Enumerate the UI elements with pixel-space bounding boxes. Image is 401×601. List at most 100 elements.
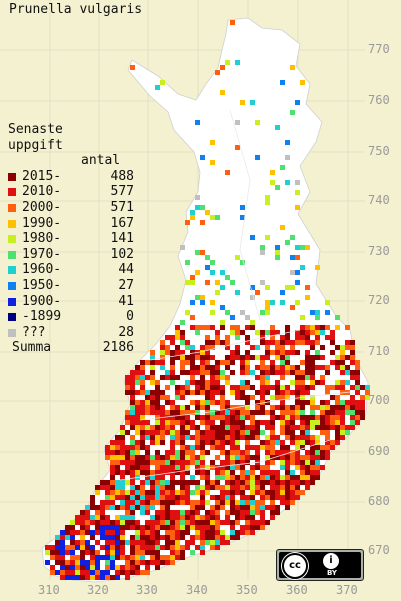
observation-square — [295, 450, 300, 455]
observation-square — [125, 465, 130, 470]
observation-square — [270, 515, 275, 520]
observation-square — [315, 350, 320, 355]
observation-square — [140, 570, 145, 575]
observation-square — [140, 365, 145, 370]
x-tick-label: 370 — [336, 583, 358, 597]
observation-square — [285, 505, 290, 510]
observation-square — [275, 370, 280, 375]
observation-square — [285, 415, 290, 420]
observation-square — [235, 430, 240, 435]
observation-square — [205, 335, 210, 340]
observation-square — [280, 375, 285, 380]
observation-square — [255, 475, 260, 480]
observation-square — [180, 350, 185, 355]
observation-square — [110, 500, 115, 505]
observation-square — [345, 400, 350, 405]
legend-row: 1960- 44 — [8, 262, 134, 278]
observation-square — [120, 540, 125, 545]
observation-square — [220, 435, 225, 440]
observation-square — [135, 465, 140, 470]
observation-square — [120, 505, 125, 510]
observation-square — [235, 335, 240, 340]
observation-square — [205, 350, 210, 355]
observation-square — [260, 465, 265, 470]
observation-square — [230, 535, 235, 540]
observation-square — [200, 445, 205, 450]
observation-square — [290, 500, 295, 505]
cc-by-license-badge[interactable]: cc i BY — [276, 549, 364, 581]
observation-square — [140, 380, 145, 385]
observation-square — [245, 455, 250, 460]
observation-square — [195, 385, 200, 390]
observation-square — [130, 395, 135, 400]
observation-square — [200, 375, 205, 380]
observation-square — [230, 425, 235, 430]
legend-label: 1960- — [22, 262, 62, 278]
observation-square — [195, 270, 200, 275]
observation-square — [225, 170, 230, 175]
observation-square — [260, 310, 265, 315]
by-label: BY — [326, 569, 338, 577]
observation-square — [195, 380, 200, 385]
observation-square — [120, 470, 125, 475]
observation-square — [200, 350, 205, 355]
observation-square — [350, 375, 355, 380]
legend-row: ??? 28 — [8, 325, 134, 341]
observation-square — [215, 70, 220, 75]
observation-square — [100, 515, 105, 520]
observation-square — [275, 505, 280, 510]
observation-square — [280, 385, 285, 390]
observation-square — [135, 370, 140, 375]
observation-square — [170, 400, 175, 405]
legend-row: 2010- 577 — [8, 184, 134, 200]
observation-square — [130, 505, 135, 510]
observation-square — [205, 210, 210, 215]
observation-square — [230, 20, 235, 25]
observation-square — [190, 380, 195, 385]
observation-square — [135, 460, 140, 465]
observation-square — [195, 535, 200, 540]
observation-square — [75, 560, 80, 565]
observation-square — [195, 480, 200, 485]
observation-square — [215, 290, 220, 295]
observation-square — [160, 465, 165, 470]
observation-square — [215, 535, 220, 540]
legend-swatch — [8, 250, 16, 259]
observation-square — [310, 420, 315, 425]
observation-square — [270, 350, 275, 355]
observation-square — [315, 440, 320, 445]
observation-square — [190, 420, 195, 425]
observation-square — [130, 405, 135, 410]
observation-square — [290, 415, 295, 420]
observation-square — [145, 360, 150, 365]
observation-square — [140, 415, 145, 420]
observation-square — [265, 505, 270, 510]
observation-square — [265, 285, 270, 290]
observation-square — [140, 385, 145, 390]
observation-square — [235, 355, 240, 360]
observation-square — [290, 345, 295, 350]
observation-square — [145, 475, 150, 480]
observation-square — [90, 520, 95, 525]
observation-square — [180, 535, 185, 540]
observation-square — [210, 365, 215, 370]
observation-square — [175, 325, 180, 330]
observation-square — [275, 485, 280, 490]
observation-square — [250, 510, 255, 515]
observation-square — [205, 415, 210, 420]
observation-square — [150, 485, 155, 490]
observation-square — [305, 415, 310, 420]
observation-square — [250, 485, 255, 490]
observation-square — [285, 475, 290, 480]
observation-square — [275, 470, 280, 475]
observation-square — [185, 340, 190, 345]
observation-square — [65, 535, 70, 540]
observation-square — [140, 375, 145, 380]
observation-square — [125, 450, 130, 455]
observation-square — [205, 480, 210, 485]
observation-square — [170, 460, 175, 465]
observation-square — [200, 500, 205, 505]
observation-square — [190, 480, 195, 485]
observation-square — [300, 360, 305, 365]
observation-square — [305, 470, 310, 475]
